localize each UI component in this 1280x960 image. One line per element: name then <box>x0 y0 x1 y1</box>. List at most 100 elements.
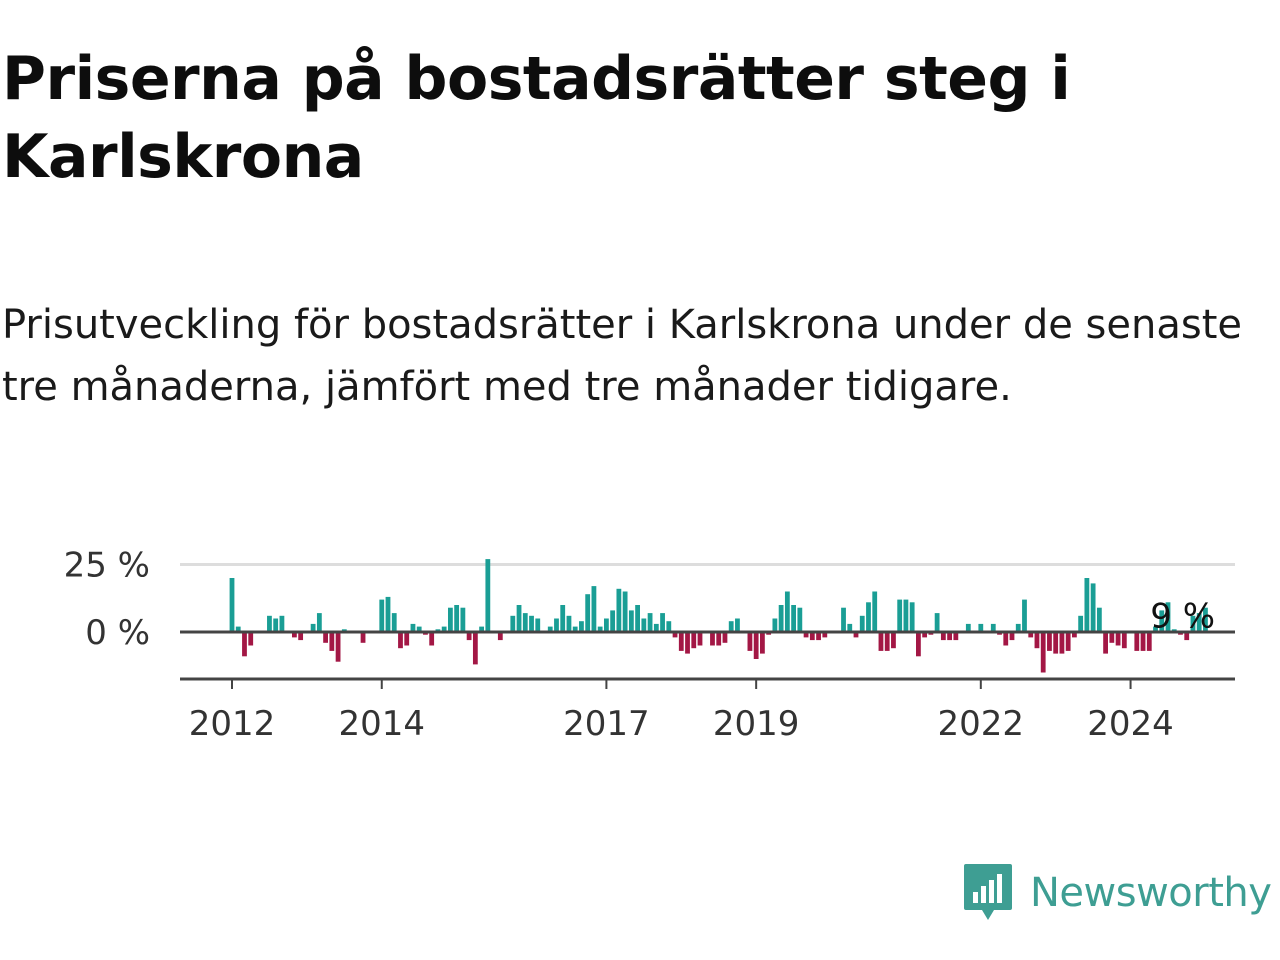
bar <box>579 621 584 632</box>
bar <box>1115 632 1121 646</box>
bar <box>448 607 453 632</box>
bar <box>803 632 809 638</box>
bar <box>335 632 341 662</box>
newsworthy-logo: Newsworthy <box>962 862 1272 924</box>
bar <box>697 632 703 646</box>
bar <box>716 632 722 646</box>
bar <box>847 623 853 632</box>
bar <box>466 632 472 641</box>
bar <box>666 621 672 632</box>
bar <box>454 605 460 632</box>
bar <box>292 632 297 638</box>
bar <box>229 578 235 632</box>
logo-wordmark: Newsworthy <box>1030 870 1272 916</box>
bar <box>242 632 247 657</box>
bar <box>416 626 422 632</box>
bar <box>722 632 728 643</box>
x-tick-label: 2012 <box>189 704 276 740</box>
bar <box>978 623 984 632</box>
bar <box>248 632 254 646</box>
bar <box>678 632 684 651</box>
bar <box>1134 632 1140 651</box>
bar <box>310 623 316 632</box>
bar <box>622 591 628 632</box>
x-tick-label: 2014 <box>338 704 425 740</box>
bar <box>547 626 553 632</box>
bar <box>298 632 304 641</box>
bar <box>922 632 928 638</box>
bar <box>522 613 528 632</box>
bar <box>273 618 279 632</box>
bar <box>859 615 865 632</box>
bar <box>1040 632 1046 673</box>
tick-labels: 0 % 25 % 2012 2014 2017 2019 2022 2024 9 % <box>64 546 1215 741</box>
bar <box>1103 632 1108 654</box>
bar <box>535 618 541 632</box>
bar <box>441 626 447 632</box>
bar <box>784 591 790 632</box>
bar <box>940 632 946 641</box>
bar <box>1109 632 1115 643</box>
bar <box>672 632 678 638</box>
bar <box>1065 632 1071 651</box>
bar <box>816 632 821 641</box>
bar <box>1121 632 1127 649</box>
chart-subtitle: Prisutveckling för bostadsrätter i Karls… <box>2 302 1242 410</box>
bar <box>360 632 366 643</box>
bar <box>391 613 397 632</box>
bar <box>1184 632 1190 641</box>
x-tick-label: 2017 <box>563 704 650 740</box>
y-tick-label: 25 % <box>64 546 150 586</box>
bar <box>1072 632 1077 638</box>
bar <box>485 559 491 632</box>
last-value-label: 9 % <box>1150 597 1215 637</box>
bar <box>429 632 435 646</box>
bar <box>1084 578 1090 632</box>
bar <box>916 632 921 657</box>
bar <box>1015 623 1021 632</box>
bar <box>1059 632 1065 654</box>
bar <box>1190 615 1196 632</box>
bar <box>1203 607 1208 632</box>
x-tick-label: 2019 <box>713 704 800 740</box>
bar <box>753 632 759 659</box>
bar <box>891 632 896 649</box>
y-tick-label: 0 % <box>85 613 150 653</box>
chart-title: Priserna på bostadsrätter steg i Karlskr… <box>2 44 1071 192</box>
bar <box>1009 632 1015 641</box>
bar <box>628 610 634 632</box>
bar <box>934 613 940 632</box>
bar <box>647 613 653 632</box>
bar <box>841 607 846 632</box>
bar <box>809 632 815 641</box>
bar <box>897 599 903 632</box>
bar <box>1096 607 1102 632</box>
bar <box>460 607 466 632</box>
bar <box>660 613 665 632</box>
bar <box>479 626 484 632</box>
bar <box>903 599 909 632</box>
bar <box>1078 615 1084 632</box>
bar <box>585 594 591 632</box>
bar <box>329 632 335 651</box>
bars <box>229 559 1208 673</box>
bar <box>566 615 572 632</box>
bar <box>235 626 241 632</box>
bar <box>990 623 996 632</box>
bar <box>953 632 959 641</box>
bar <box>610 610 616 632</box>
bar <box>1140 632 1146 651</box>
bar <box>1159 610 1165 632</box>
bar <box>1053 632 1059 654</box>
bar <box>965 623 971 632</box>
bar <box>1196 613 1202 632</box>
newsworthy-logo-icon <box>964 864 1012 920</box>
bar <box>822 632 828 638</box>
bar <box>635 605 640 632</box>
bar <box>616 588 622 632</box>
bar <box>1003 632 1009 646</box>
bar <box>641 618 647 632</box>
axes <box>180 630 1235 689</box>
bar <box>872 591 878 632</box>
bar <box>691 632 697 649</box>
